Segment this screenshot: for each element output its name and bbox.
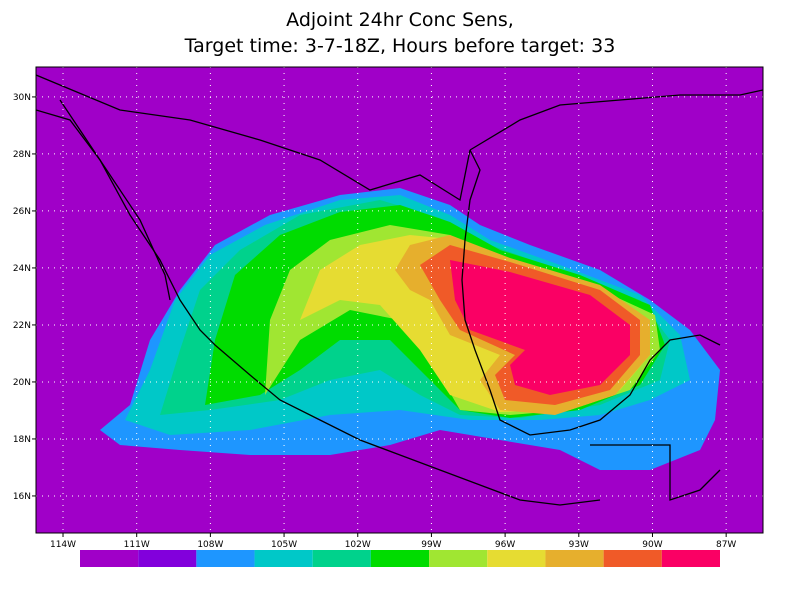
coastline [59,99,171,301]
coastline [461,149,721,436]
y-tick-label: 18N [13,435,31,445]
y-tick-label: 22N [13,321,31,331]
x-tick-label: 96W [495,540,515,550]
coastlines [36,74,763,506]
x-tick-label: 105W [271,540,297,550]
x-tick-label: 114W [50,540,76,550]
y-tick-label: 28N [13,150,31,160]
colorbar-swatch [545,550,604,567]
y-tick-label: 20N [13,378,31,388]
colorbar-swatch [254,550,313,567]
colorbar-swatch [429,550,488,567]
colorbar-swatch [80,550,139,567]
x-tick-label: 93W [569,540,589,550]
y-tick-label: 30N [13,93,31,103]
colorbar-swatch [603,550,662,567]
border [590,444,721,501]
colorbar-swatch [370,550,430,567]
border [36,74,471,202]
contour-field [36,67,763,533]
x-tick-label: 90W [642,540,662,550]
coastline [469,89,763,151]
title: Adjoint 24hr Conc Sens, [286,9,514,31]
y-tick-label: 16N [13,492,31,502]
contour-magenta [450,260,630,395]
subtitle: Target time: 3-7-18Z, Hours before targe… [184,35,616,57]
map-frame [35,66,764,534]
colorbar-swatch [661,550,720,567]
y-tick-label: 24N [13,264,31,274]
colorbar-swatch [312,550,371,567]
colorbar-swatch [138,550,197,567]
x-tick-label: 108W [197,540,223,550]
x-tick-label: 111W [124,540,150,550]
y-tick-label: 26N [13,207,31,217]
colorbar-swatch [196,550,255,567]
colorbar-swatch [487,550,546,567]
x-tick-label: 99W [421,540,441,550]
x-tick-label: 87W [716,540,736,550]
coastline [36,109,601,506]
x-tick-label: 102W [345,540,371,550]
